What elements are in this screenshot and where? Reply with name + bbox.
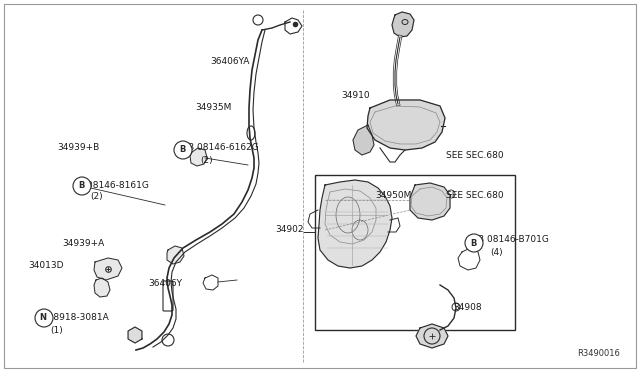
Polygon shape [392,12,414,37]
Polygon shape [94,278,110,297]
Text: B 08146-6162G: B 08146-6162G [188,144,259,153]
Bar [315,175,515,330]
Text: (1): (1) [50,326,63,334]
Text: SEE SEC.680: SEE SEC.680 [446,190,504,199]
Text: R3490016: R3490016 [577,349,620,358]
Text: 34939+B: 34939+B [58,144,100,153]
Polygon shape [367,100,445,150]
Polygon shape [318,180,392,268]
Text: B 08146-B701G: B 08146-B701G [478,235,549,244]
Polygon shape [94,258,122,280]
Text: B: B [179,145,185,154]
Polygon shape [167,246,184,264]
Circle shape [73,177,91,195]
Text: 34910: 34910 [341,90,370,99]
Text: 34902: 34902 [275,225,304,234]
Text: N 08918-3081A: N 08918-3081A [38,314,109,323]
Text: 36406YA: 36406YA [210,58,250,67]
Text: SEE SEC.680: SEE SEC.680 [446,151,504,160]
Text: 34013D: 34013D [28,260,63,269]
Text: B: B [470,238,476,247]
Circle shape [35,309,53,327]
Text: 34935M: 34935M [195,103,232,112]
Polygon shape [416,324,448,348]
Polygon shape [353,125,374,155]
Text: (4): (4) [490,247,502,257]
Text: 34939+A: 34939+A [62,240,104,248]
Polygon shape [190,148,207,166]
Polygon shape [128,327,142,343]
Polygon shape [410,183,450,220]
Text: (2): (2) [200,155,212,164]
Text: 34908: 34908 [453,302,482,311]
Text: (2): (2) [90,192,102,202]
Text: 36406Y: 36406Y [148,279,182,288]
Text: B 08146-8161G: B 08146-8161G [78,180,149,189]
Text: 34950M: 34950M [375,192,412,201]
Text: B: B [78,182,84,190]
Circle shape [465,234,483,252]
Circle shape [174,141,192,159]
Text: N: N [40,314,47,323]
